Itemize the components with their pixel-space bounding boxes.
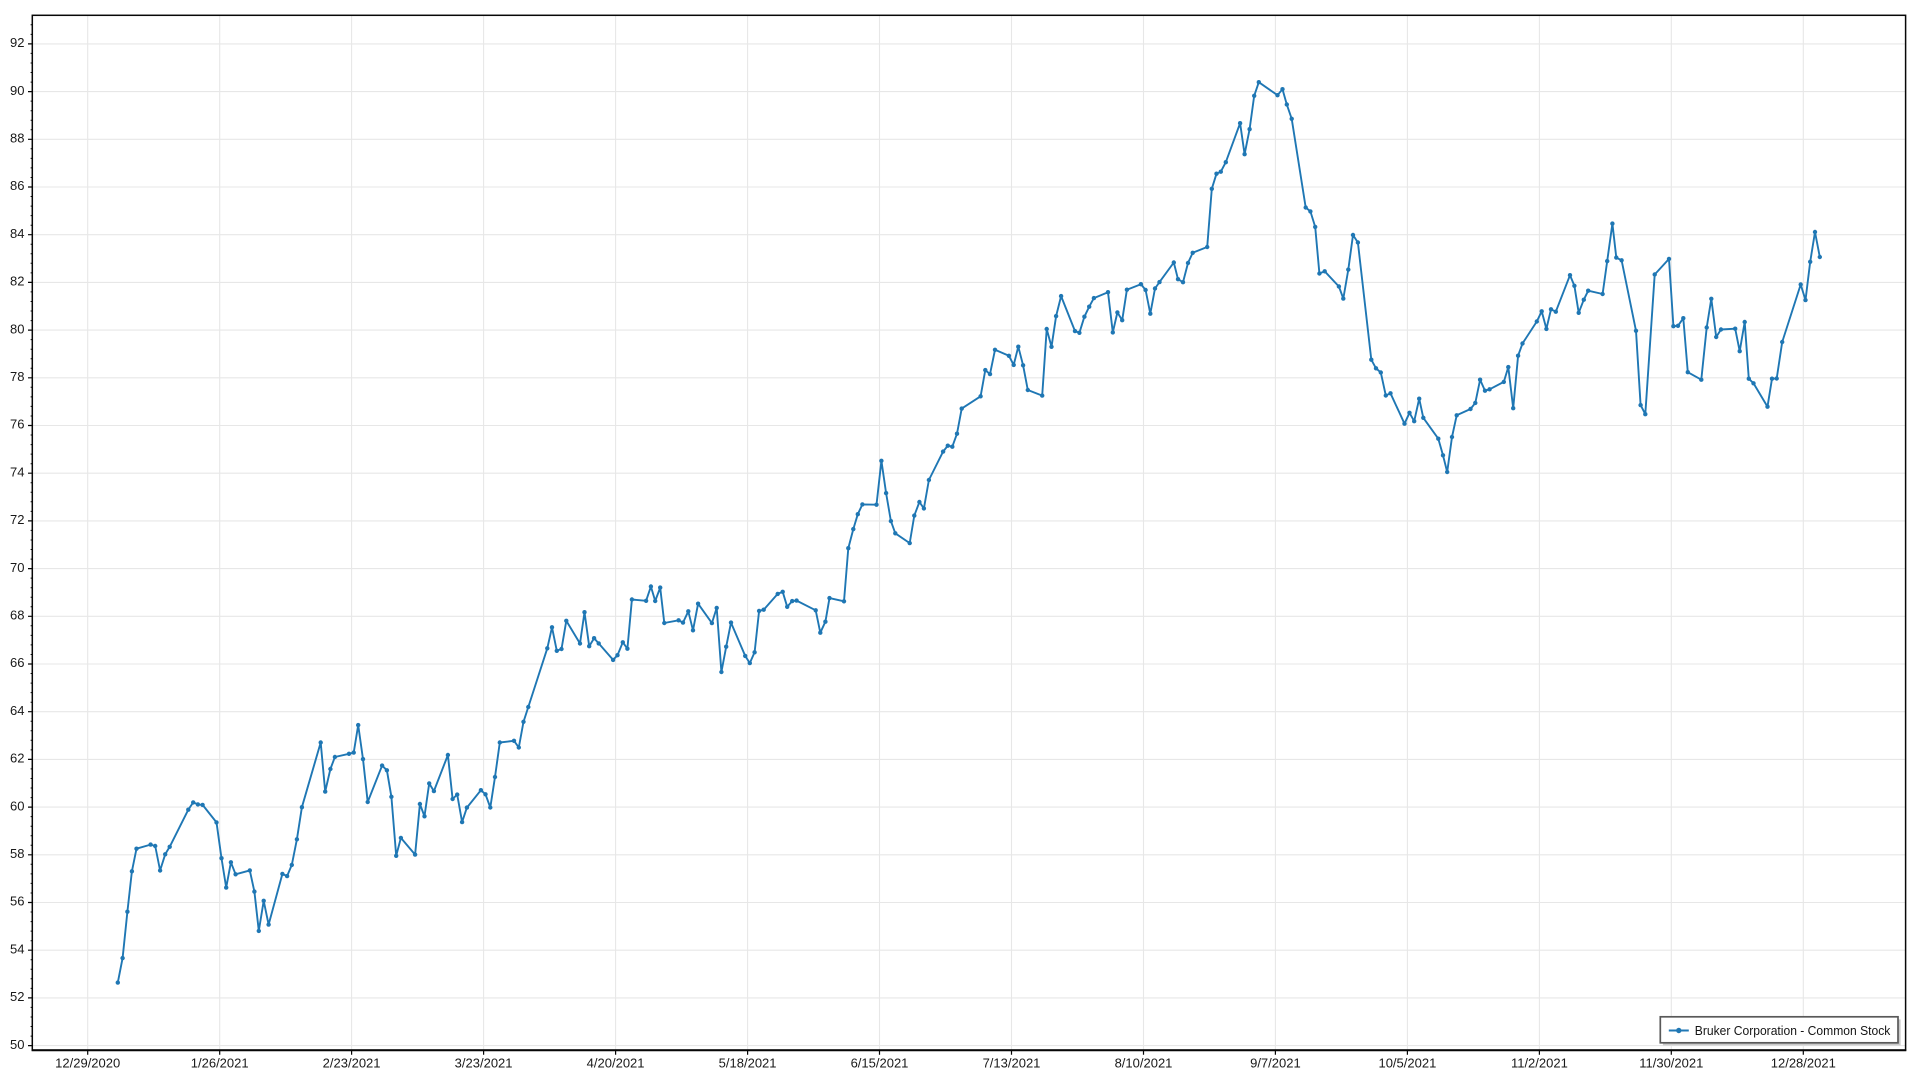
- svg-text:1/26/2021: 1/26/2021: [191, 1056, 249, 1071]
- svg-text:54: 54: [10, 941, 24, 956]
- svg-text:66: 66: [10, 655, 24, 670]
- svg-text:60: 60: [10, 798, 24, 813]
- svg-text:80: 80: [10, 321, 24, 336]
- svg-text:7/13/2021: 7/13/2021: [983, 1056, 1041, 1071]
- svg-text:12/28/2021: 12/28/2021: [1771, 1056, 1836, 1071]
- svg-text:6/15/2021: 6/15/2021: [851, 1056, 909, 1071]
- svg-text:74: 74: [10, 464, 24, 479]
- svg-text:12/29/2020: 12/29/2020: [55, 1056, 120, 1071]
- svg-text:90: 90: [10, 83, 24, 98]
- svg-text:62: 62: [10, 751, 24, 766]
- svg-text:86: 86: [10, 178, 24, 193]
- svg-text:58: 58: [10, 846, 24, 861]
- svg-text:76: 76: [10, 417, 24, 432]
- svg-text:92: 92: [10, 35, 24, 50]
- svg-text:70: 70: [10, 560, 24, 575]
- svg-text:78: 78: [10, 369, 24, 384]
- svg-text:72: 72: [10, 512, 24, 527]
- svg-text:68: 68: [10, 608, 24, 623]
- svg-text:10/5/2021: 10/5/2021: [1378, 1056, 1436, 1071]
- svg-text:11/30/2021: 11/30/2021: [1639, 1056, 1703, 1071]
- svg-text:9/7/2021: 9/7/2021: [1250, 1056, 1301, 1071]
- svg-text:3/23/2021: 3/23/2021: [455, 1056, 513, 1071]
- svg-text:Bruker Corporation - Common St: Bruker Corporation - Common Stock: [1695, 1024, 1891, 1038]
- svg-text:82: 82: [10, 274, 24, 289]
- svg-text:84: 84: [10, 226, 24, 241]
- svg-text:2/23/2021: 2/23/2021: [323, 1056, 381, 1071]
- svg-text:56: 56: [10, 894, 24, 909]
- svg-text:5/18/2021: 5/18/2021: [719, 1056, 777, 1071]
- svg-text:11/2/2021: 11/2/2021: [1511, 1056, 1568, 1071]
- svg-text:50: 50: [10, 1037, 24, 1052]
- svg-text:88: 88: [10, 131, 24, 146]
- svg-text:8/10/2021: 8/10/2021: [1115, 1056, 1173, 1071]
- svg-text:4/20/2021: 4/20/2021: [587, 1056, 645, 1071]
- svg-text:52: 52: [10, 989, 24, 1004]
- svg-text:64: 64: [10, 703, 24, 718]
